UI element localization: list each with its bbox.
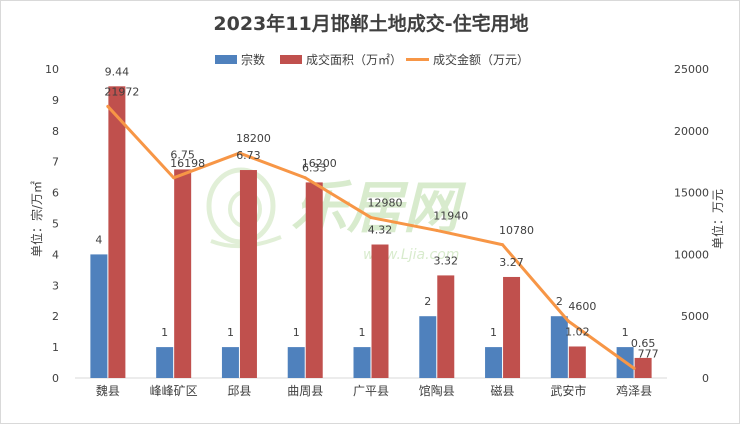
line-point bbox=[106, 104, 110, 108]
data-label: 1 bbox=[622, 326, 629, 339]
bar bbox=[353, 347, 371, 378]
line-point bbox=[566, 319, 570, 323]
x-tick-label: 曲周县 bbox=[287, 384, 323, 398]
bar bbox=[156, 347, 174, 378]
line-point bbox=[435, 228, 439, 232]
data-labels: 4 1 1 1 1 2 1 2 1 9.44 6.75 6.73 6.33 4.32 3.32 3.27 1.0… bbox=[95, 65, 658, 360]
line-point bbox=[172, 176, 176, 180]
data-label: 16198 bbox=[170, 157, 205, 170]
data-label: 2 bbox=[556, 295, 563, 308]
chart-title: 2023年11月邯郸土地成交-住宅用地 bbox=[213, 12, 528, 35]
data-label: 16200 bbox=[302, 157, 337, 170]
data-label: 9.44 bbox=[105, 65, 130, 78]
data-label: 21972 bbox=[104, 85, 139, 98]
legend-label-amount: 成交金额（万元） bbox=[433, 52, 529, 67]
y-tick-label: 4 bbox=[52, 248, 59, 261]
data-label: 3.27 bbox=[499, 256, 524, 269]
legend-label-count: 宗数 bbox=[241, 52, 265, 67]
y2-tick-label: 5000 bbox=[681, 310, 709, 323]
bar bbox=[239, 170, 257, 378]
data-label: 6.33 bbox=[302, 161, 327, 174]
y2-tick-label: 0 bbox=[702, 372, 709, 385]
data-label: 4 bbox=[95, 233, 102, 246]
line-point bbox=[237, 151, 241, 155]
bar bbox=[221, 347, 239, 378]
data-label: 4600 bbox=[568, 300, 596, 313]
data-label: 0.65 bbox=[631, 337, 656, 350]
data-label: 4.32 bbox=[368, 224, 393, 237]
y-tick-label: 2 bbox=[52, 310, 59, 323]
data-label: 1 bbox=[227, 326, 234, 339]
bar bbox=[437, 275, 455, 378]
legend-swatch-count bbox=[215, 55, 237, 64]
data-label: 18200 bbox=[236, 132, 271, 145]
line-point bbox=[303, 176, 307, 180]
y-tick-label: 10 bbox=[45, 63, 59, 76]
bar bbox=[371, 244, 389, 378]
data-label: 777 bbox=[638, 347, 659, 360]
legend-label-area: 成交面积（万㎡） bbox=[306, 52, 402, 67]
bar bbox=[108, 86, 126, 378]
x-tick-label: 广平县 bbox=[353, 384, 389, 398]
y2-tick-label: 25000 bbox=[674, 63, 709, 76]
axes: 0 1 2 3 4 5 6 7 8 9 10 0 5000 10000 15000 20000 25000 魏县 峰… bbox=[45, 63, 709, 398]
bar bbox=[419, 316, 437, 378]
bar bbox=[634, 357, 652, 378]
y2-tick-label: 15000 bbox=[674, 187, 709, 200]
x-tick-label: 鸡泽县 bbox=[616, 383, 652, 398]
line-point bbox=[369, 216, 373, 220]
bar bbox=[174, 169, 192, 378]
bar bbox=[287, 347, 305, 378]
y2-axis-title: 单位：万元 bbox=[710, 189, 725, 249]
data-label: 6.75 bbox=[170, 148, 195, 161]
line-series bbox=[106, 104, 636, 370]
data-label: 1 bbox=[359, 326, 366, 339]
y-tick-label: 5 bbox=[52, 218, 59, 231]
y2-tick-label: 10000 bbox=[674, 248, 709, 261]
data-label: 2 bbox=[424, 295, 431, 308]
line-point bbox=[501, 243, 505, 247]
x-tick-label: 武安市 bbox=[550, 383, 586, 398]
data-label: 6.73 bbox=[236, 149, 261, 162]
x-tick-label: 馆陶县 bbox=[419, 383, 455, 398]
y-tick-label: 0 bbox=[52, 372, 59, 385]
y-tick-label: 8 bbox=[52, 125, 59, 138]
bar bbox=[550, 316, 568, 378]
bar bbox=[503, 276, 521, 378]
data-label: 1 bbox=[293, 326, 300, 339]
y-tick-label: 1 bbox=[52, 341, 59, 354]
y-tick-label: 6 bbox=[52, 187, 59, 200]
x-tick-label: 磁县 bbox=[491, 383, 515, 398]
x-tick-label: 魏县 bbox=[96, 383, 120, 398]
bars bbox=[90, 86, 652, 378]
y-tick-label: 9 bbox=[52, 94, 59, 107]
legend-swatch-area bbox=[280, 55, 302, 64]
bar bbox=[485, 347, 503, 378]
y-tick-label: 3 bbox=[52, 279, 59, 292]
line-point bbox=[632, 366, 636, 370]
data-label: 1 bbox=[490, 326, 497, 339]
data-label: 11940 bbox=[433, 209, 468, 222]
y2-tick-label: 20000 bbox=[674, 125, 709, 138]
legend: 宗数 成交面积（万㎡） 成交金额（万元） bbox=[215, 52, 529, 67]
data-label: 10780 bbox=[499, 224, 534, 237]
x-tick-label: 邱县 bbox=[227, 384, 251, 398]
y-axis-title: 单位：宗/万㎡ bbox=[29, 181, 44, 257]
bar bbox=[305, 182, 323, 378]
data-label: 12980 bbox=[368, 197, 403, 210]
x-tick-label: 峰峰矿区 bbox=[150, 384, 198, 398]
bar bbox=[568, 346, 586, 378]
y-tick-label: 7 bbox=[52, 156, 59, 169]
bar bbox=[90, 254, 108, 378]
data-label: 3.32 bbox=[434, 254, 459, 267]
data-label: 1.02 bbox=[565, 325, 590, 338]
data-label: 1 bbox=[161, 326, 168, 339]
